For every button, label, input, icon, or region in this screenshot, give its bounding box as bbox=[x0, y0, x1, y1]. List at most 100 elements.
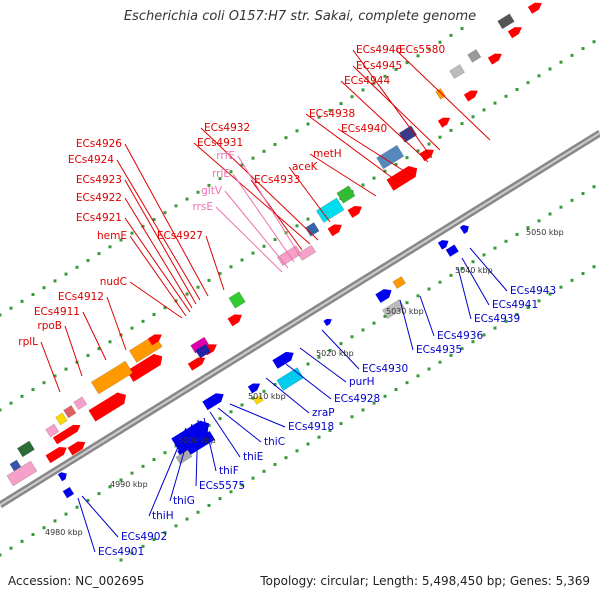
gene-label[interactable]: rrfE bbox=[216, 150, 235, 162]
gene-label[interactable]: thiC bbox=[264, 436, 285, 448]
gene-feature[interactable] bbox=[527, 0, 544, 14]
gene-feature[interactable] bbox=[467, 49, 482, 63]
gene-feature[interactable] bbox=[297, 244, 317, 261]
gene-feature[interactable] bbox=[449, 64, 465, 79]
gene-label[interactable]: ECs4902 bbox=[121, 531, 167, 543]
gene-feature[interactable] bbox=[187, 354, 208, 371]
gene-feature[interactable] bbox=[67, 438, 88, 456]
gene-feature[interactable] bbox=[463, 87, 480, 102]
gene-label[interactable]: zraP bbox=[312, 407, 335, 419]
gene-feature[interactable] bbox=[375, 286, 394, 303]
gene-label[interactable]: ECs4943 bbox=[510, 285, 556, 297]
gene-feature[interactable] bbox=[315, 197, 345, 223]
gene-feature[interactable] bbox=[17, 440, 35, 458]
gene-label[interactable]: ECs4927 bbox=[157, 230, 203, 242]
gene-feature[interactable] bbox=[272, 349, 296, 369]
gene-label[interactable]: ECs4933 bbox=[254, 174, 300, 186]
gene-label[interactable]: rplL bbox=[18, 336, 38, 348]
gene-feature[interactable] bbox=[459, 223, 471, 234]
gene-feature[interactable] bbox=[392, 276, 406, 289]
gene-label[interactable]: ECs4938 bbox=[309, 108, 355, 120]
gene-label[interactable]: hemE bbox=[97, 230, 127, 242]
leader-line bbox=[250, 179, 303, 251]
gene-feature[interactable] bbox=[90, 360, 134, 395]
gene-label[interactable]: ECs4911 bbox=[34, 306, 80, 318]
gene-feature[interactable] bbox=[437, 238, 451, 250]
gene-feature[interactable] bbox=[323, 317, 333, 327]
gene-feature[interactable] bbox=[336, 185, 356, 204]
gene-feature[interactable] bbox=[276, 367, 304, 391]
gene-label[interactable]: rrsE bbox=[192, 201, 213, 213]
gene-label[interactable]: gltV bbox=[201, 185, 223, 197]
gene-label[interactable]: ECs4936 bbox=[437, 330, 483, 342]
gene-feature[interactable] bbox=[227, 311, 245, 327]
gene-feature[interactable] bbox=[147, 331, 164, 346]
gene-feature[interactable] bbox=[88, 389, 130, 422]
gene-label[interactable]: ECs4918 bbox=[288, 421, 334, 433]
gene-feature[interactable] bbox=[9, 459, 22, 472]
gene-feature[interactable] bbox=[386, 163, 421, 191]
gene-label[interactable]: ECs4931 bbox=[197, 137, 243, 149]
gene-feature[interactable] bbox=[55, 412, 68, 426]
gene-feature[interactable] bbox=[382, 299, 405, 319]
gene-feature[interactable] bbox=[507, 24, 524, 39]
gene-label[interactable]: ECs4912 bbox=[58, 291, 104, 303]
gene-feature[interactable] bbox=[435, 88, 446, 100]
gene-label[interactable]: ECs4901 bbox=[98, 546, 144, 558]
gene-feature[interactable] bbox=[195, 343, 211, 359]
gene-label[interactable]: ECs5575 bbox=[199, 480, 245, 492]
gene-label[interactable]: ECs4923 bbox=[76, 174, 122, 186]
gene-feature[interactable] bbox=[437, 114, 452, 128]
gene-label[interactable]: ECs4932 bbox=[204, 122, 250, 134]
gene-feature[interactable] bbox=[45, 423, 60, 438]
gene-label[interactable]: ECs4935 bbox=[416, 344, 462, 356]
gene-label[interactable]: ECs4924 bbox=[68, 154, 114, 166]
gene-feature[interactable] bbox=[52, 422, 83, 445]
gene-feature[interactable] bbox=[228, 291, 246, 309]
gene-label[interactable]: ECs4946 bbox=[356, 44, 402, 56]
gene-feature[interactable] bbox=[327, 221, 345, 237]
gene-feature[interactable] bbox=[126, 351, 166, 382]
gene-label[interactable]: purH bbox=[349, 376, 375, 388]
gene-feature[interactable] bbox=[73, 396, 88, 411]
gene-feature[interactable] bbox=[445, 244, 459, 257]
gene-feature[interactable] bbox=[63, 405, 77, 419]
gene-label[interactable]: ECs4926 bbox=[76, 138, 122, 150]
gene-label[interactable]: nudC bbox=[100, 276, 127, 288]
gene-label[interactable]: thiF bbox=[219, 465, 239, 477]
gene-feature[interactable] bbox=[175, 449, 193, 465]
gene-label[interactable]: thiE bbox=[243, 451, 263, 463]
gene-label[interactable]: ECs4944 bbox=[344, 75, 390, 87]
gene-label[interactable]: ECs5580 bbox=[399, 44, 445, 56]
gene-feature[interactable] bbox=[171, 417, 212, 451]
gene-label[interactable]: ECs4940 bbox=[341, 123, 387, 135]
gene-feature[interactable] bbox=[57, 470, 69, 482]
gene-feature[interactable] bbox=[305, 222, 320, 237]
gene-feature[interactable] bbox=[202, 390, 226, 411]
gene-feature[interactable] bbox=[253, 394, 264, 405]
gene-label[interactable]: ECs4945 bbox=[356, 60, 402, 72]
gene-feature[interactable] bbox=[376, 144, 405, 170]
gene-feature[interactable] bbox=[487, 50, 504, 65]
gene-feature[interactable] bbox=[45, 444, 69, 464]
gene-feature[interactable] bbox=[62, 486, 75, 499]
gene-label[interactable]: thiH bbox=[152, 510, 174, 522]
gene-label[interactable]: ECs4939 bbox=[474, 313, 520, 325]
gene-label[interactable]: ECs4921 bbox=[76, 212, 122, 224]
leader-line bbox=[232, 173, 295, 263]
gene-label[interactable]: ECs4928 bbox=[334, 393, 380, 405]
gene-label[interactable]: metH bbox=[313, 148, 342, 160]
gene-label[interactable]: thiG bbox=[173, 495, 195, 507]
gene-label[interactable]: ECs4930 bbox=[362, 363, 408, 375]
gene-feature[interactable] bbox=[347, 203, 365, 218]
gene-label[interactable]: rpoB bbox=[37, 320, 62, 332]
gene-label[interactable]: ECs4941 bbox=[492, 299, 538, 311]
gene-feature[interactable] bbox=[497, 13, 515, 30]
gene-feature[interactable] bbox=[419, 146, 437, 162]
gene-label[interactable]: ECs4922 bbox=[76, 192, 122, 204]
gene-feature[interactable] bbox=[247, 380, 262, 394]
gene-label[interactable]: rrlE bbox=[212, 168, 230, 180]
gene-label[interactable]: aceK bbox=[292, 161, 319, 173]
gene-feature[interactable] bbox=[6, 460, 38, 487]
